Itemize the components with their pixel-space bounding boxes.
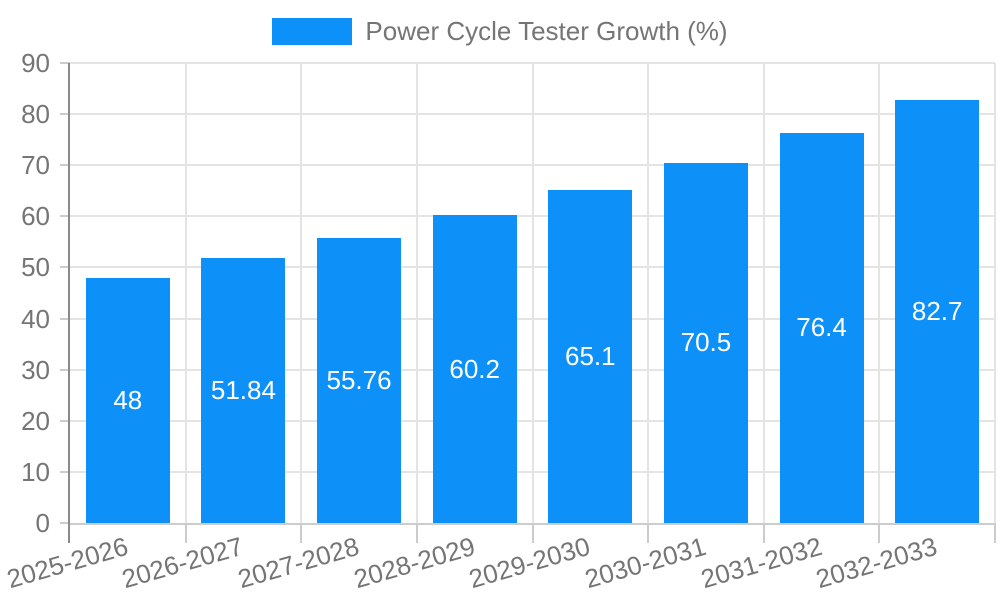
x-tick-mark [878, 523, 881, 543]
x-tick-mark [762, 523, 765, 543]
x-gridline [878, 63, 881, 523]
bar[interactable]: 82.7 [895, 100, 980, 523]
y-axis-tick-label: 0 [35, 508, 50, 538]
bar[interactable]: 60.2 [432, 215, 517, 523]
x-gridline [300, 63, 303, 523]
bar-value-label: 70.5 [680, 327, 732, 358]
bar-value-label: 51.84 [210, 375, 276, 405]
bar[interactable]: 70.5 [663, 162, 748, 523]
y-tick-mark [60, 470, 70, 473]
x-gridline [994, 63, 996, 523]
y-tick-mark [60, 522, 70, 524]
y-axis-tick-label: 20 [21, 405, 50, 436]
y-axis-tick-label: 90 [21, 48, 50, 78]
y-tick-mark [60, 215, 70, 218]
x-gridline [415, 63, 418, 523]
bar-value-label: 48 [113, 384, 143, 415]
x-gridline [762, 63, 765, 523]
y-tick-mark [60, 317, 70, 320]
x-tick-mark [531, 523, 534, 543]
y-axis-tick-label: 60 [21, 201, 50, 232]
bar-value-label: 55.76 [326, 364, 392, 395]
y-tick-mark [60, 164, 70, 167]
y-axis-tick-label: 10 [21, 456, 50, 487]
bar-value-label: 65.1 [565, 341, 616, 372]
x-axis-line [70, 523, 995, 525]
bar[interactable]: 48 [85, 277, 170, 523]
x-tick-mark [300, 523, 303, 543]
x-gridline [184, 63, 187, 523]
bar[interactable]: 76.4 [779, 132, 864, 523]
y-tick-mark [60, 62, 70, 64]
y-axis-tick-label: 50 [21, 252, 50, 283]
x-tick-mark [647, 523, 650, 543]
bar[interactable]: 55.76 [317, 238, 402, 523]
legend[interactable]: Power Cycle Tester Growth (%) [0, 17, 1000, 45]
y-axis-tick-label: 80 [21, 99, 50, 130]
x-tick-mark [415, 523, 418, 543]
x-gridline [647, 63, 650, 523]
bar-value-label: 60.2 [449, 353, 500, 384]
x-tick-mark [994, 523, 996, 543]
y-axis-tick-label: 40 [21, 303, 50, 334]
bar[interactable]: 51.84 [201, 258, 286, 523]
x-gridline [531, 63, 534, 523]
y-tick-mark [60, 368, 70, 371]
y-tick-mark [60, 113, 70, 116]
legend-swatch-icon [272, 17, 353, 45]
y-tick-mark [60, 266, 70, 269]
bar-value-label: 82.7 [911, 296, 963, 327]
y-axis-tick-label: 70 [21, 150, 50, 181]
x-tick-mark [184, 523, 187, 543]
bar[interactable]: 65.1 [548, 190, 633, 523]
legend-label: Power Cycle Tester Growth (%) [365, 16, 728, 46]
y-tick-mark [60, 419, 70, 422]
y-axis-tick-label: 30 [21, 354, 50, 385]
bar-value-label: 76.4 [796, 312, 847, 343]
y-axis-line [68, 63, 70, 543]
